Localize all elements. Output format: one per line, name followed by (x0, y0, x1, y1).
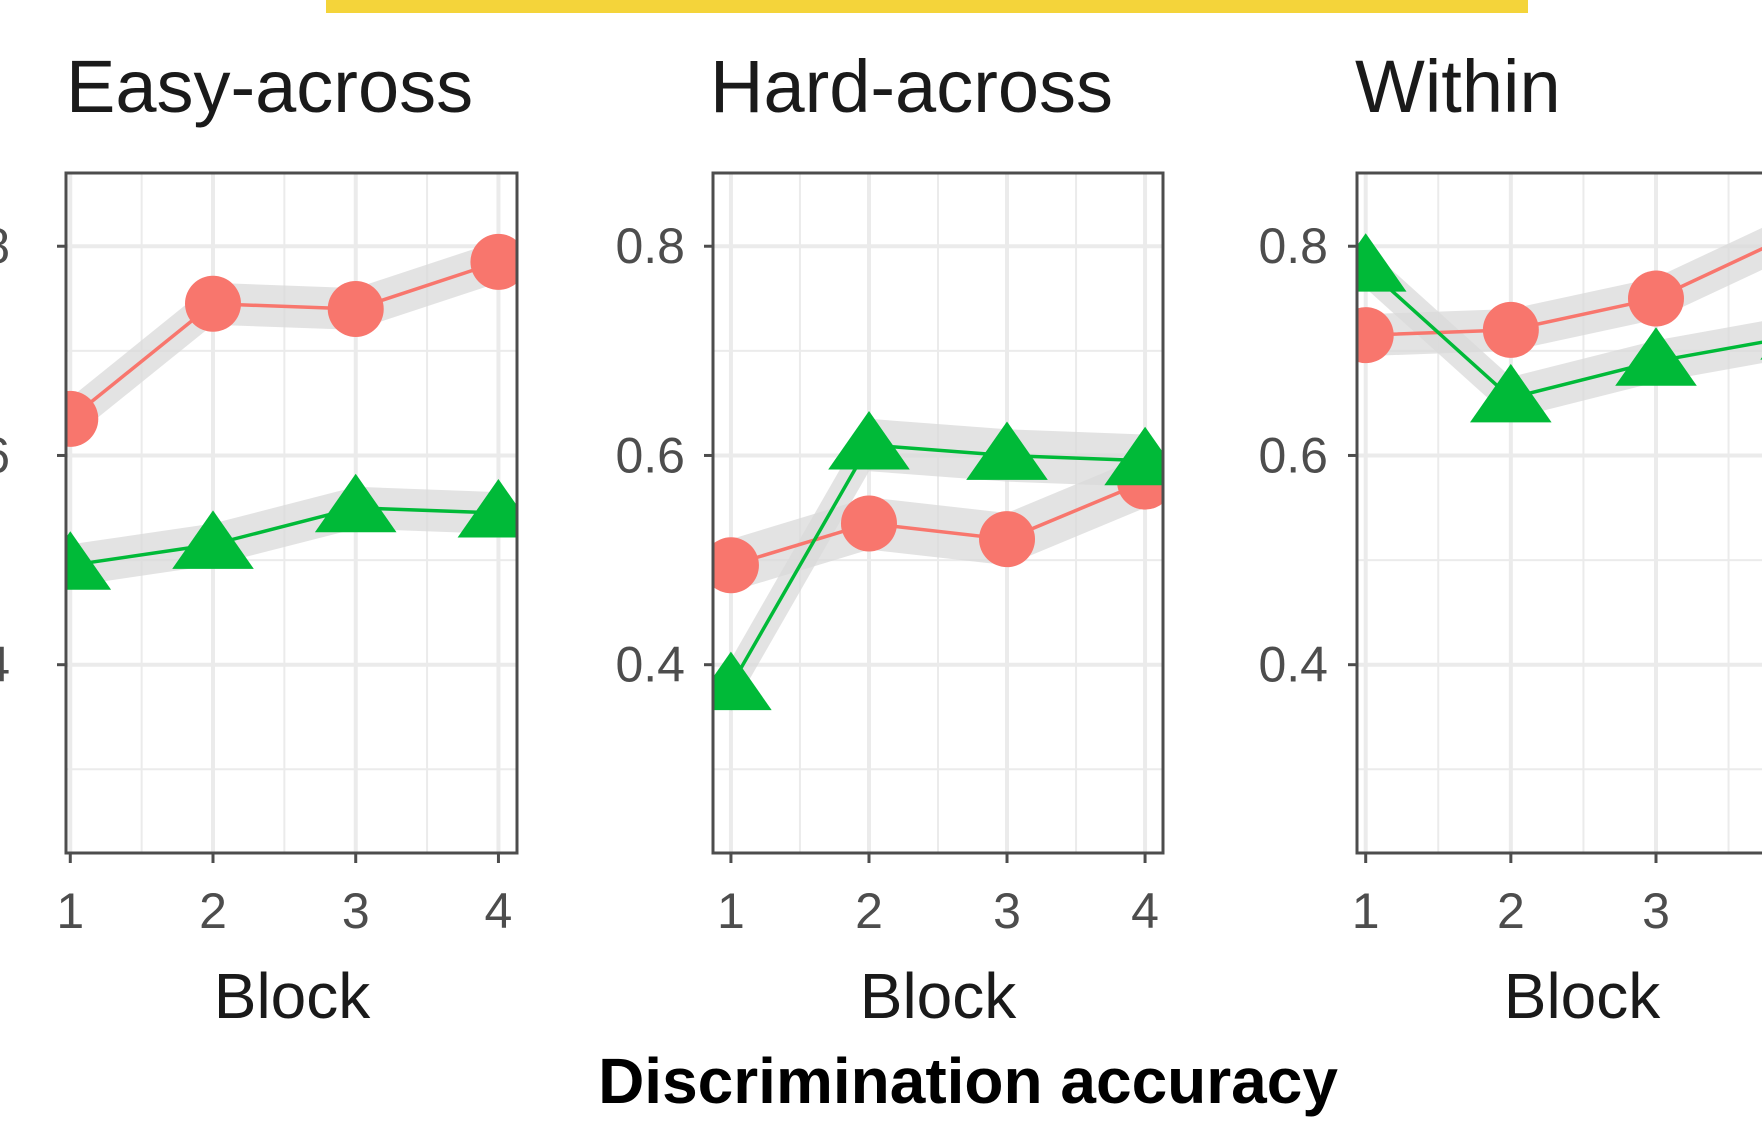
easy-across-series-2-point (314, 473, 397, 533)
hard-across-y-tick-label: 0.6 (615, 427, 685, 483)
within-x-axis-label: Block (1504, 960, 1662, 1032)
within-series-2-point (1470, 363, 1552, 423)
within-series-2-line (1364, 265, 1762, 400)
hard-across-series-1-ribbon (730, 455, 1146, 592)
easy-across-series-2-point (172, 510, 254, 569)
easy-across-plot-area (66, 173, 517, 853)
hard-across-y-tick-label: 0.8 (615, 218, 685, 274)
hard-across-series-2-point (828, 411, 910, 470)
within-series-2-point (1357, 233, 1407, 292)
easy-across-x-tick-label: 4 (485, 883, 513, 939)
easy-across-series-1-ribbon (70, 241, 499, 440)
hard-across-series-2-line (729, 443, 1146, 687)
hard-across-series-1-point (979, 511, 1036, 568)
hard-across-x-tick-label: 2 (855, 883, 883, 939)
easy-across-x-tick-label: 3 (342, 883, 370, 939)
hard-across-y-tick-label: 0.4 (615, 637, 685, 693)
within-x-tick-label: 1 (1352, 883, 1380, 939)
easy-across-x-tick-label: 2 (199, 883, 227, 939)
easy-across-series-1-point (66, 390, 99, 447)
easy-across-x-axis-label: Block (214, 960, 372, 1032)
easy-across-y-tick-label: 4 (0, 637, 10, 693)
hard-across-x-axis-label: Block (860, 960, 1018, 1032)
hard-across-x-tick-label: 3 (993, 883, 1021, 939)
easy-across-series-2-ribbon (70, 486, 499, 587)
hard-across-series-1-line (730, 479, 1146, 567)
figure-caption: Discrimination accuracy (598, 1045, 1338, 1117)
hard-across-series-1-point (840, 495, 897, 552)
easy-across-series-2-point (457, 479, 517, 538)
within-series-1-point (1482, 301, 1539, 358)
easy-across-series-1-point (185, 275, 242, 332)
easy-across-x-tick-label: 1 (56, 883, 84, 939)
easy-across-title: Easy-across (66, 45, 473, 128)
within-series-1-point (1627, 270, 1684, 327)
within-y-tick-label: 0.4 (1258, 637, 1328, 693)
hard-across-series-2-point (713, 651, 772, 711)
within-panel-border (1355, 171, 1762, 855)
within-plot-area (1357, 173, 1762, 853)
panel-easy-across: Easy-across 8 6 4 1 2 3 4 Block (0, 45, 519, 1032)
easy-across-series-1-line (69, 260, 499, 421)
hard-across-series-2-ribbon (730, 418, 1146, 712)
hard-across-series-1-point (713, 537, 759, 594)
easy-across-series-2-point (66, 531, 112, 590)
hard-across-plot-area (713, 173, 1163, 853)
easy-across-y-tick-label: 6 (0, 427, 10, 483)
hard-across-series-2-point (1104, 426, 1163, 486)
hard-across-x-tick-label: 1 (717, 883, 745, 939)
within-y-tick-label: 0.8 (1258, 218, 1328, 274)
within-x-tick-label: 2 (1497, 883, 1525, 939)
easy-across-series-1-point (470, 233, 517, 290)
hard-across-panel-border (711, 171, 1165, 855)
within-x-tick-label: 3 (1642, 883, 1670, 939)
highlight-bar (326, 0, 1528, 13)
hard-across-series-2-point (966, 421, 1048, 480)
within-title: Within (1355, 45, 1561, 128)
within-series-2-point (1615, 327, 1697, 386)
within-series-1-point (1357, 307, 1394, 364)
within-series-1-ribbon (1365, 227, 1762, 357)
hard-across-title: Hard-across (710, 45, 1113, 128)
easy-across-series-1-point (327, 281, 384, 337)
panel-within: Within 0.8 0.6 0.4 1 2 3 Block (1258, 45, 1762, 1032)
within-y-tick-label: 0.6 (1258, 427, 1328, 483)
easy-across-panel-border (64, 171, 519, 855)
easy-across-y-tick-label: 8 (0, 218, 10, 274)
easy-across-series-2-line (70, 506, 499, 568)
panel-hard-across: Hard-across 0.8 0.6 0.4 1 2 3 4 Block (615, 45, 1165, 1032)
hard-across-x-tick-label: 4 (1131, 883, 1159, 939)
